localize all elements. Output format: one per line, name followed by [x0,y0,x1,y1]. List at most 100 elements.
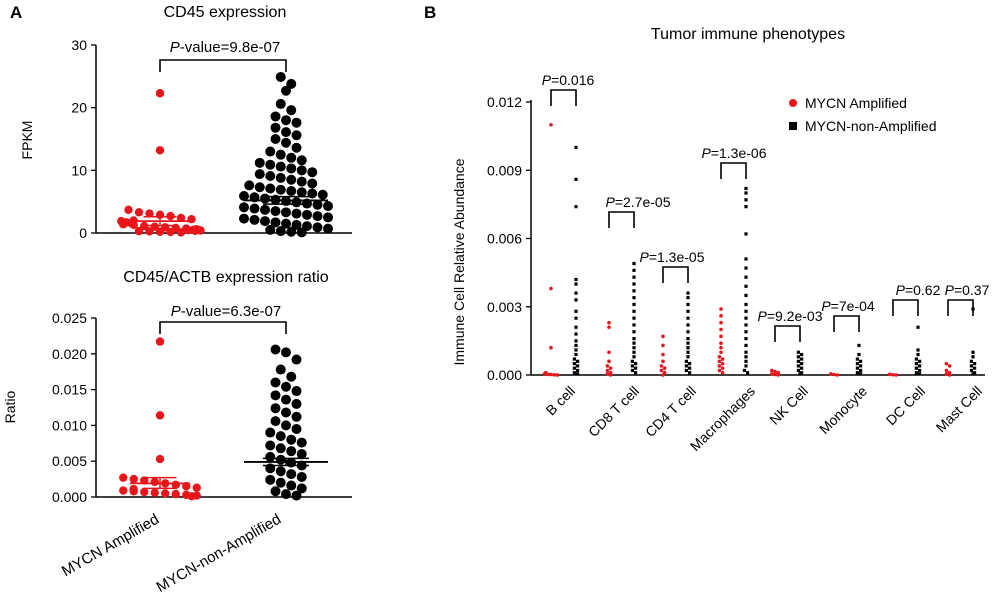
chart-a2-non-amplified-point [275,477,286,488]
chart-a1-non-amplified-point [291,197,302,208]
chart-b-pvalue-rest: =2.7e-05 [615,194,671,210]
chart-a1-marks [117,71,333,238]
chart-a1-non-amplified-point [312,222,323,233]
chart-a1-non-amplified-point [249,203,260,214]
chart-b-amplified-point [944,368,949,373]
legend-amplified-label: MYCN Amplified [805,95,907,111]
x-label-mycn-amplified: MYCN Amplified [59,511,162,580]
chart-a2-non-amplified-point [265,474,276,485]
chart-b-non-amplified-point [744,337,748,341]
chart-a2-non-amplified-point [275,364,286,375]
chart-b-non-amplified-point [855,366,859,370]
chart-a1-amplified-point [191,226,200,236]
chart-b-non-amplified-point [796,350,800,354]
chart-a1-non-amplified-point [291,219,302,230]
chart-b-non-amplified-point [688,362,692,366]
chart-b-non-amplified-point [574,332,578,336]
chart-b-ytick-label: 0.012 [487,94,522,110]
chart-b-non-amplified-point [855,362,859,366]
chart-b-amplified-point [549,372,553,377]
chart-b-xlabel-7: Mast Cell [933,383,986,436]
chart-a1-non-amplified-point [270,122,281,133]
chart-b-bracket-1 [608,211,635,228]
chart-b-non-amplified-point [744,309,748,313]
chart-a2-non-amplified-point [275,431,286,442]
chart-b-non-amplified-point [744,323,748,327]
chart-b-non-amplified-point [576,368,580,373]
chart-b-non-amplified-point [630,368,634,373]
chart-b-non-amplified-point [686,323,690,327]
chart-b-amplified-point [605,364,610,368]
chart-b-amplified-point [719,320,723,325]
chart-a1-non-amplified-point [291,208,302,219]
chart-a1-amplified-point [176,213,186,223]
chart-b-non-amplified-point [574,343,578,348]
panel-b-label: B [424,3,436,22]
chart-a1-non-amplified-point [323,212,333,223]
chart-b-amplified-point [608,373,613,377]
chart-b-non-amplified-point [855,357,859,361]
chart-a1-non-amplified-point [275,226,286,237]
chart-b-bracket-6 [892,299,919,316]
chart-b-non-amplified-point [630,364,634,368]
chart-b-ytick-label: 0.009 [487,162,522,178]
chart-b-xlabel-2: CD4 T cell [642,383,699,440]
chart-b-non-amplified-point [574,348,578,352]
chart-b-non-amplified-point [632,350,636,354]
chart-b-non-amplified-point [744,364,748,368]
chart-b-amplified-point [661,334,665,339]
chart-a2-non-amplified-point [275,443,286,454]
chart-b-amplified-point [770,368,774,373]
chart-b-pvalue-italic: P [757,308,767,324]
chart-a2-amplified-point [161,489,170,498]
chart-a1-non-amplified-point [254,182,265,193]
chart-b-non-amplified-point [744,316,748,320]
chart-b-amplified-point [776,373,780,377]
chart-b-non-amplified-point [798,372,802,376]
chart-b-amplified-point [719,314,723,318]
chart-a2-amplified-point [192,483,201,492]
chart-b-non-amplified-point [574,177,578,181]
chart-a2-axes [91,317,352,498]
chart-a2-non-amplified-point [296,449,307,460]
chart-b-non-amplified-point [800,362,804,366]
chart-b-bracket-2 [662,266,689,283]
chart-b-non-amplified-point [969,368,973,373]
chart-b-amplified-point [605,368,610,373]
chart-a1-non-amplified-point [249,214,260,225]
chart-a1-non-amplified-point [323,201,333,212]
chart-b-amplified-point [717,359,722,364]
chart-b-non-amplified-point [914,357,918,361]
chart-a1-ytick-label: 30 [71,37,87,53]
chart-a1-pvalue-bracket [159,59,287,72]
chart-b-non-amplified-point [632,341,636,345]
chart-b-pvalue-rest: =7e-04 [831,298,875,314]
chart-b-pvalue-3: P=1.3e-06 [701,145,766,161]
chart-a1-non-amplified-point [260,193,270,204]
chart-a2-non-amplified-point [265,451,276,462]
chart-b-non-amplified-point [742,368,746,373]
chart-a2-non-amplified-point [270,486,281,497]
chart-a1-non-amplified-point [296,176,307,187]
chart-a2-yticks: 0.000 0.005 0.010 0.015 0.020 0.025 [52,310,87,505]
chart-a1-non-amplified-point [307,178,318,189]
chart-a1-yticks: 0 10 20 30 [71,37,87,241]
chart-b-non-amplified-point [572,366,576,370]
chart-a2-non-amplified-point [270,416,281,427]
chart-b-amplified-point [944,372,949,376]
chart-a1-non-amplified-point [275,184,286,195]
chart-b-amplified-point [607,359,611,364]
chart-a2-non-amplified-point [286,469,297,480]
chart-b-amplified-point [719,327,723,332]
chart-b-non-amplified-point [744,284,748,288]
chart-a1-non-amplified-point [275,161,286,172]
chart-b-marks: P=0.016P=2.7e-05P=1.3e-05P=1.3e-06P=9.2e… [542,72,990,377]
chart-b-amplified-point [719,341,723,345]
chart-b-bracket-4 [774,325,801,342]
chart-a1-non-amplified-point [281,207,291,218]
chart-a2-ytick-label: 0.025 [52,310,87,326]
chart-b-amplified-point [719,334,723,339]
chart-b-non-amplified-point [574,291,578,295]
chart-b-pvalue-italic: P [945,282,955,298]
